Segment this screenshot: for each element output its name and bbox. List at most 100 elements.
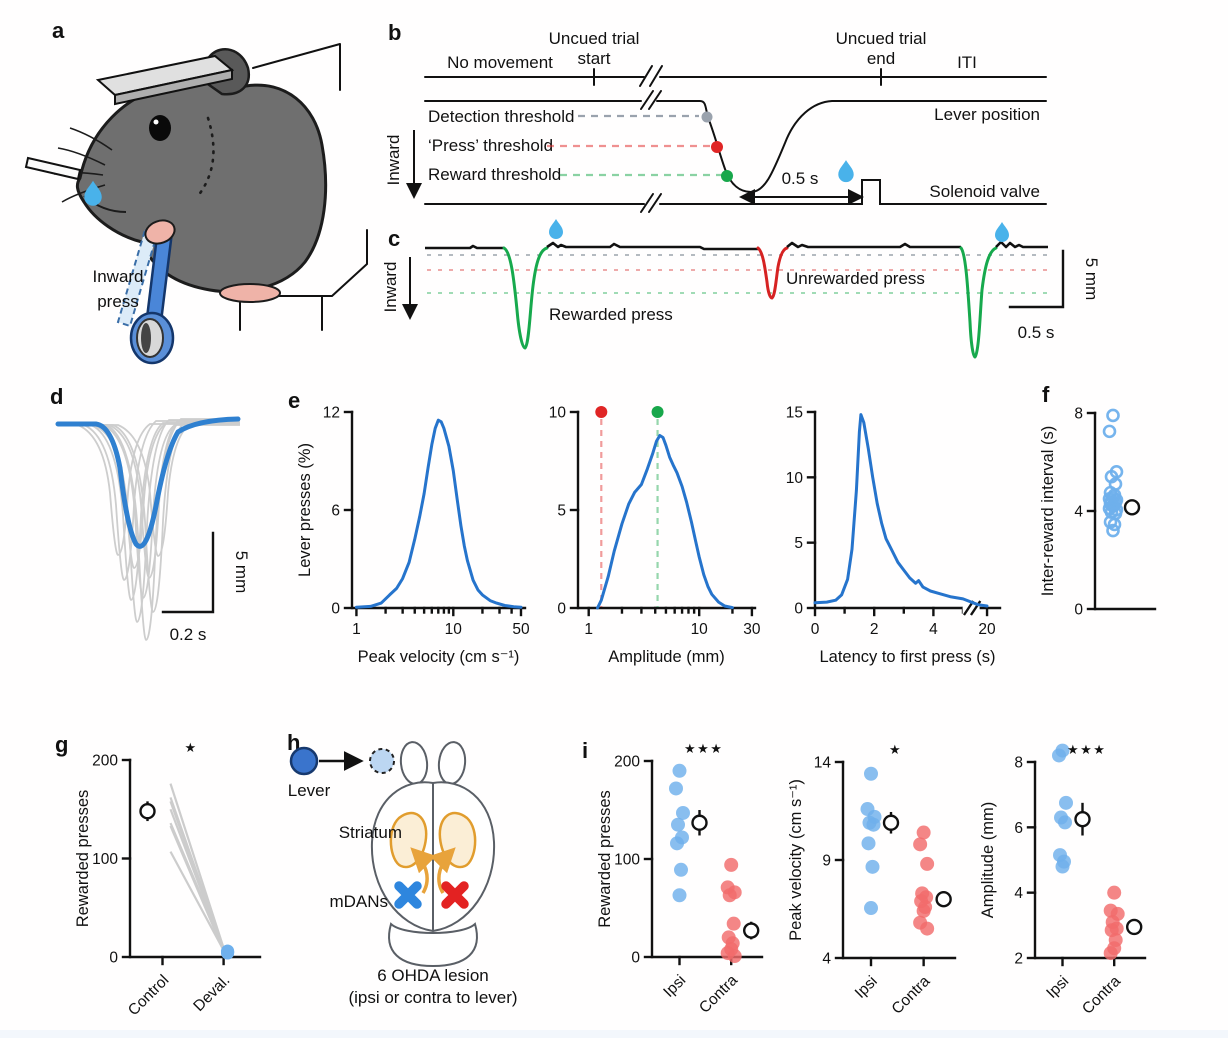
paired-line xyxy=(169,851,226,953)
lesion-caption-2: (ipsi or contra to lever) xyxy=(348,988,517,1007)
significance-stars: ★ xyxy=(889,743,902,758)
mouse-eye-highlight xyxy=(153,119,159,125)
scale-label-5mm-d: 5 mm xyxy=(232,551,251,594)
y-tick-label: 0 xyxy=(631,950,640,967)
mdans-label: mDANs xyxy=(329,892,388,911)
significance-stars: ★★★ xyxy=(684,742,723,757)
x-tick-label: 10 xyxy=(445,621,463,638)
y-tick-label: 8 xyxy=(1074,406,1083,423)
panel-b: b No movement Uncued trial start Uncued … xyxy=(384,20,1047,213)
single-trace xyxy=(58,424,240,599)
data-point xyxy=(727,949,742,964)
data-point xyxy=(1107,885,1122,900)
solenoid-break xyxy=(640,193,662,213)
axis xyxy=(841,760,957,960)
panel-e-letter: e xyxy=(288,388,300,413)
x-tick-label: 0 xyxy=(811,621,820,638)
lever-trace-break xyxy=(640,90,662,110)
scale-label-02s-d: 0.2 s xyxy=(170,625,207,644)
y-tick-label: 12 xyxy=(323,405,340,422)
y-axis-title: Inter-reward interval (s) xyxy=(1039,426,1057,597)
y-tick-label: 4 xyxy=(1074,504,1083,521)
x-axis-title: Peak velocity (cm s⁻¹) xyxy=(358,648,520,666)
lever-ghost-dashed xyxy=(116,228,159,328)
y-tick-label: 10 xyxy=(786,470,804,487)
data-point xyxy=(669,781,683,796)
distribution-curve xyxy=(596,434,734,610)
category-label: Ipsi xyxy=(1043,973,1072,1002)
x-tick-label: 2 xyxy=(870,621,879,638)
panel-d-letter: d xyxy=(50,384,63,409)
baseline-segment xyxy=(995,240,1048,249)
data-point xyxy=(1106,523,1120,538)
data-point xyxy=(1107,517,1122,532)
timeline-break xyxy=(639,65,663,87)
y-tick-label: 14 xyxy=(814,755,832,772)
mean-marker xyxy=(1123,499,1141,516)
data-point xyxy=(866,817,881,832)
y-axis-title: Lever presses (%) xyxy=(296,443,314,577)
paired-line xyxy=(169,825,226,954)
single-press-traces xyxy=(58,418,240,641)
amplitude-distribution-plot: 0 5 10 1 10 30 Amplitude (mm) xyxy=(549,405,761,667)
panel-f-letter: f xyxy=(1042,382,1050,407)
lever-wheel-hub xyxy=(141,323,151,353)
devaluation-plot: 0 100 200 Rewarded presses Control Deval. ★ xyxy=(74,741,262,1019)
y-tick-label: 5 xyxy=(794,535,803,552)
page-edge xyxy=(0,1030,1228,1038)
interval-label: 0.5 s xyxy=(782,169,819,188)
hind-foot xyxy=(219,283,281,303)
cheek-dotted-line xyxy=(196,116,215,198)
y-tick-label: 2 xyxy=(1014,951,1023,968)
y-axis-title: Peak velocity (cm s⁻¹) xyxy=(787,779,805,941)
x-tick-label: 1 xyxy=(352,621,361,638)
data-point xyxy=(920,921,935,936)
lever-start-icon xyxy=(289,746,319,776)
x-tick-label: 4 xyxy=(929,621,938,638)
panel-g-letter: g xyxy=(55,732,68,757)
data-point xyxy=(913,837,928,852)
reward-threshold-dot xyxy=(721,170,733,182)
y-tick-label: 6 xyxy=(331,503,340,520)
inward-press-caption-2: press xyxy=(97,292,139,311)
panel-h: h Lever Striatum mDANs 6 OHDA lesion (ip… xyxy=(287,730,518,1007)
y-tick-label: 0 xyxy=(794,601,803,618)
y-tick-label: 10 xyxy=(549,405,567,422)
press-threshold-label: ‘Press’ threshold xyxy=(428,136,553,155)
x-axis-title: Latency to first press (s) xyxy=(819,648,995,666)
amplitude-lesion-plot: 2 4 6 8 Amplitude (mm) Ipsi Contra ★★★ xyxy=(979,743,1147,1018)
data-point xyxy=(1102,424,1117,439)
nigrostriatal-arrow-right xyxy=(429,847,456,894)
x-tick-label: 1 xyxy=(584,621,593,638)
front-paw xyxy=(144,219,176,245)
panel-f: f 0 4 8 Inter-reward interval (s) xyxy=(1039,382,1157,619)
significance-stars: ★★★ xyxy=(1067,743,1106,758)
panel-b-letter: b xyxy=(388,20,401,45)
data-point xyxy=(916,903,931,918)
axis xyxy=(350,410,527,610)
reward-threshold-label: Reward threshold xyxy=(428,165,561,184)
category-label: Deval. xyxy=(190,972,233,1015)
lever-position-label: Lever position xyxy=(934,105,1040,124)
water-spout xyxy=(24,156,82,181)
uncued-start-label-2: start xyxy=(577,49,610,68)
category-label: Control xyxy=(125,972,172,1019)
y-tick-label: 0 xyxy=(557,601,566,618)
y-tick-label: 200 xyxy=(614,754,640,771)
rewarded-press-label: Rewarded press xyxy=(549,305,673,324)
threshold-dot xyxy=(651,406,664,418)
y-tick-label: 6 xyxy=(1014,820,1023,837)
category-label: Ipsi xyxy=(852,973,881,1002)
mean-marker xyxy=(743,922,760,939)
panel-c: c Rewarded press Unrewarded press Inward… xyxy=(381,219,1101,359)
data-point xyxy=(672,763,687,778)
baseline-segment xyxy=(786,241,961,249)
uncued-start-label-1: Uncued trial xyxy=(549,29,640,48)
y-tick-label: 8 xyxy=(1014,755,1023,772)
x-tick-label: 20 xyxy=(978,621,996,638)
lesion-caption-1: 6 OHDA lesion xyxy=(377,966,489,985)
category-label: Contra xyxy=(696,972,741,1017)
mean-marker xyxy=(139,803,156,820)
inter-reward-interval-plot: 0 4 8 Inter-reward interval (s) xyxy=(1039,406,1157,619)
data-point xyxy=(1052,748,1066,763)
